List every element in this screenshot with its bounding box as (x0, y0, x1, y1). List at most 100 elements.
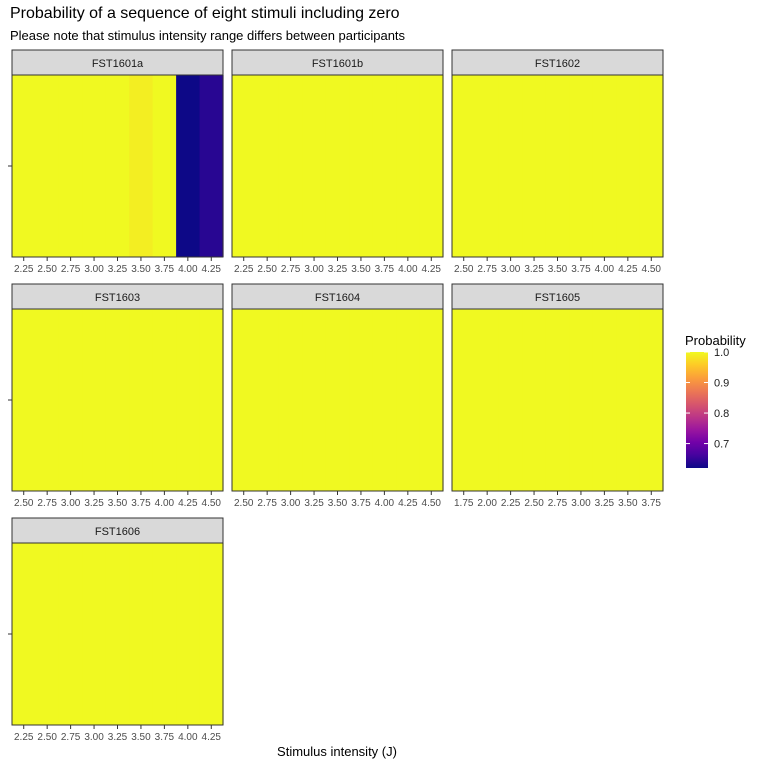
x-tick-label: 3.75 (131, 498, 151, 509)
heat-cell (639, 75, 664, 257)
heat-cell (475, 75, 500, 257)
x-tick-label: 4.00 (595, 264, 615, 275)
heat-cell (82, 309, 107, 491)
chart-subtitle: Please note that stimulus intensity rang… (10, 28, 406, 43)
heat-cell (616, 75, 641, 257)
heat-cell (152, 543, 177, 725)
x-tick-label: 3.75 (375, 264, 395, 275)
heat-cell (302, 309, 327, 491)
heat-cell (475, 309, 500, 491)
x-tick-label: 3.00 (84, 732, 104, 743)
facet-strip-fst1603 (11, 283, 224, 310)
facet-strip-fst1605 (451, 283, 664, 310)
x-tick-label: 3.25 (595, 498, 615, 509)
heat-cell (349, 309, 374, 491)
heat-cell (616, 309, 641, 491)
x-tick-label: 3.75 (571, 264, 591, 275)
x-tick-label: 3.25 (84, 498, 104, 509)
x-tick-label: 4.25 (422, 264, 442, 275)
heat-cell (176, 75, 201, 257)
legend-tick-label: 0.9 (714, 378, 729, 390)
heat-cell (199, 543, 224, 725)
x-tick-label: 2.50 (454, 264, 474, 275)
x-tick-label: 2.50 (257, 264, 277, 275)
x-tick-label: 2.75 (477, 264, 497, 275)
heat-cell (35, 543, 60, 725)
x-tick-label: 2.75 (61, 264, 81, 275)
x-tick-label: 2.50 (37, 732, 57, 743)
heat-cell (522, 309, 547, 491)
x-tick-label: 3.00 (281, 498, 301, 509)
heat-cell (396, 309, 421, 491)
heat-cell (12, 75, 37, 257)
facet-strip-fst1601a (11, 49, 224, 76)
heat-cell (522, 75, 547, 257)
x-tick-label: 4.50 (422, 498, 442, 509)
x-tick-label: 3.25 (328, 264, 348, 275)
heat-cell (105, 309, 130, 491)
x-tick-label: 4.25 (178, 498, 198, 509)
x-tick-label: 3.75 (155, 264, 175, 275)
x-tick-label: 4.00 (178, 264, 198, 275)
legend-tick-label: 0.8 (714, 408, 729, 420)
heat-cell (58, 543, 83, 725)
x-tick-label: 1.75 (454, 498, 474, 509)
heat-cell (498, 75, 523, 257)
legend-tick-label: 0.7 (714, 439, 729, 451)
heat-cell (35, 309, 60, 491)
heat-cell (569, 75, 594, 257)
heat-cell (58, 309, 83, 491)
heat-cell (12, 543, 37, 725)
x-tick-label: 2.00 (477, 498, 497, 509)
heat-cell (592, 75, 617, 257)
x-tick-label: 4.00 (375, 498, 395, 509)
x-tick-label: 3.50 (328, 498, 348, 509)
heat-cell (35, 75, 60, 257)
heat-cell (129, 75, 154, 257)
x-tick-label: 3.50 (548, 264, 568, 275)
heat-cell (199, 75, 224, 257)
heat-cell (569, 309, 594, 491)
heat-cell (419, 309, 444, 491)
facet-strip-fst1601b (231, 49, 444, 76)
facet-strip-label: FST1601b (312, 58, 363, 70)
chart-title: Probability of a sequence of eight stimu… (10, 5, 400, 22)
x-tick-label: 3.00 (84, 264, 104, 275)
heat-cell (302, 75, 327, 257)
heat-cell (452, 75, 477, 257)
heat-cell (176, 309, 201, 491)
x-tick-label: 3.25 (108, 264, 128, 275)
heat-cell (325, 309, 350, 491)
heat-cell (349, 75, 374, 257)
heat-cell (592, 309, 617, 491)
x-tick-label: 3.00 (571, 498, 591, 509)
facet-strip-label: FST1604 (315, 292, 360, 304)
heat-cell (176, 543, 201, 725)
x-axis-label: Stimulus intensity (J) (277, 744, 397, 759)
heat-cell (105, 75, 130, 257)
x-tick-label: 2.50 (524, 498, 544, 509)
x-tick-label: 3.50 (618, 498, 638, 509)
x-tick-label: 2.75 (37, 498, 57, 509)
x-tick-label: 3.00 (304, 264, 324, 275)
x-tick-label: 2.25 (234, 264, 254, 275)
x-tick-label: 4.25 (202, 732, 222, 743)
x-tick-label: 3.25 (108, 732, 128, 743)
x-tick-label: 2.75 (548, 498, 568, 509)
x-tick-label: 3.50 (108, 498, 128, 509)
legend-colorbar (686, 352, 708, 468)
heat-cell (278, 309, 303, 491)
x-tick-label: 3.75 (351, 498, 371, 509)
heat-cell (12, 309, 37, 491)
x-tick-label: 3.75 (155, 732, 175, 743)
x-tick-label: 4.00 (178, 732, 198, 743)
x-tick-label: 2.75 (257, 498, 277, 509)
facet-strip-label: FST1605 (535, 292, 580, 304)
x-tick-label: 4.50 (642, 264, 662, 275)
x-tick-label: 2.25 (501, 498, 521, 509)
facet-strip-label: FST1602 (535, 58, 580, 70)
heat-cell (372, 309, 397, 491)
x-tick-label: 4.50 (202, 498, 222, 509)
heat-cell (82, 543, 107, 725)
heat-cell (639, 309, 664, 491)
